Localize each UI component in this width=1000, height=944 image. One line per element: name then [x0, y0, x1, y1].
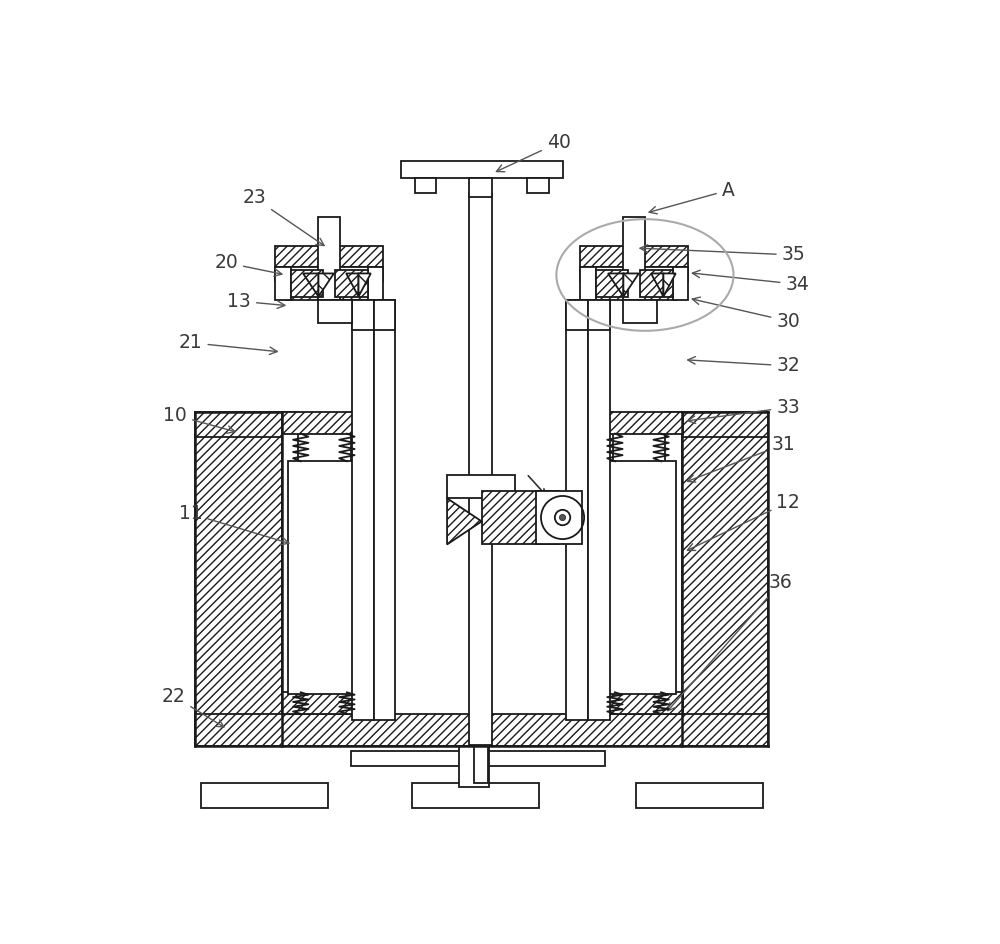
Circle shape	[555, 510, 570, 525]
Text: 11: 11	[179, 504, 289, 545]
Bar	[459, 745, 489, 787]
Bar	[282, 412, 298, 714]
Bar	[275, 245, 383, 267]
Bar	[682, 412, 768, 437]
Bar	[596, 692, 683, 714]
Polygon shape	[318, 274, 334, 296]
Bar	[195, 412, 282, 437]
Bar	[623, 217, 645, 300]
Bar	[352, 299, 374, 330]
Polygon shape	[346, 274, 358, 296]
Text: 33: 33	[688, 398, 800, 424]
Text: 10: 10	[163, 406, 235, 433]
Bar	[580, 245, 688, 267]
Bar	[603, 462, 676, 694]
Bar	[415, 178, 436, 194]
Bar	[640, 270, 673, 296]
Bar	[286, 281, 372, 300]
Bar	[580, 267, 596, 299]
Text: 31: 31	[687, 435, 795, 482]
Bar	[275, 267, 383, 281]
Text: 35: 35	[640, 244, 805, 264]
Bar	[368, 267, 383, 299]
Bar	[596, 412, 683, 433]
Bar	[527, 178, 549, 194]
Bar	[352, 299, 374, 720]
Polygon shape	[608, 274, 623, 296]
Bar	[195, 714, 768, 746]
Text: 36: 36	[668, 573, 792, 711]
Bar	[580, 267, 688, 281]
Bar	[401, 161, 563, 178]
Bar	[288, 462, 360, 694]
Bar	[282, 692, 368, 714]
Bar	[201, 784, 328, 808]
Bar	[623, 299, 657, 323]
Bar	[469, 178, 492, 197]
Text: 21: 21	[179, 333, 277, 355]
Bar	[374, 299, 395, 720]
Bar	[282, 412, 368, 433]
Bar	[566, 299, 588, 720]
Bar	[588, 299, 610, 720]
Polygon shape	[303, 274, 318, 296]
Bar	[447, 475, 515, 498]
Bar	[291, 270, 323, 296]
Text: 20: 20	[214, 253, 282, 277]
Bar	[351, 412, 368, 714]
Text: 23: 23	[243, 189, 324, 245]
Text: 34: 34	[692, 270, 809, 294]
Text: 22: 22	[162, 686, 224, 727]
Bar	[596, 270, 628, 296]
Polygon shape	[651, 274, 663, 296]
Bar	[318, 217, 340, 300]
Bar	[591, 281, 677, 300]
Text: 30: 30	[692, 297, 800, 330]
Text: 13: 13	[227, 292, 285, 311]
Bar	[636, 784, 763, 808]
Bar	[469, 194, 492, 745]
Bar	[351, 750, 605, 767]
Polygon shape	[623, 274, 639, 296]
Bar	[412, 784, 539, 808]
Polygon shape	[447, 498, 482, 545]
Bar	[536, 491, 582, 545]
Bar	[665, 412, 682, 714]
Bar	[275, 267, 291, 299]
Circle shape	[559, 514, 566, 520]
Bar	[374, 299, 395, 330]
Bar	[482, 491, 559, 545]
Text: 32: 32	[688, 356, 800, 376]
Bar	[195, 435, 282, 743]
Text: 12: 12	[687, 493, 800, 550]
Bar	[596, 412, 613, 714]
Bar	[335, 270, 368, 296]
Bar	[673, 267, 688, 299]
Bar	[318, 299, 352, 323]
Bar	[588, 299, 610, 330]
Text: 40: 40	[496, 133, 571, 172]
Bar	[682, 435, 768, 743]
Polygon shape	[358, 274, 371, 296]
Bar	[474, 660, 488, 784]
Text: A: A	[649, 181, 735, 214]
Bar	[566, 299, 588, 330]
Polygon shape	[663, 274, 676, 296]
